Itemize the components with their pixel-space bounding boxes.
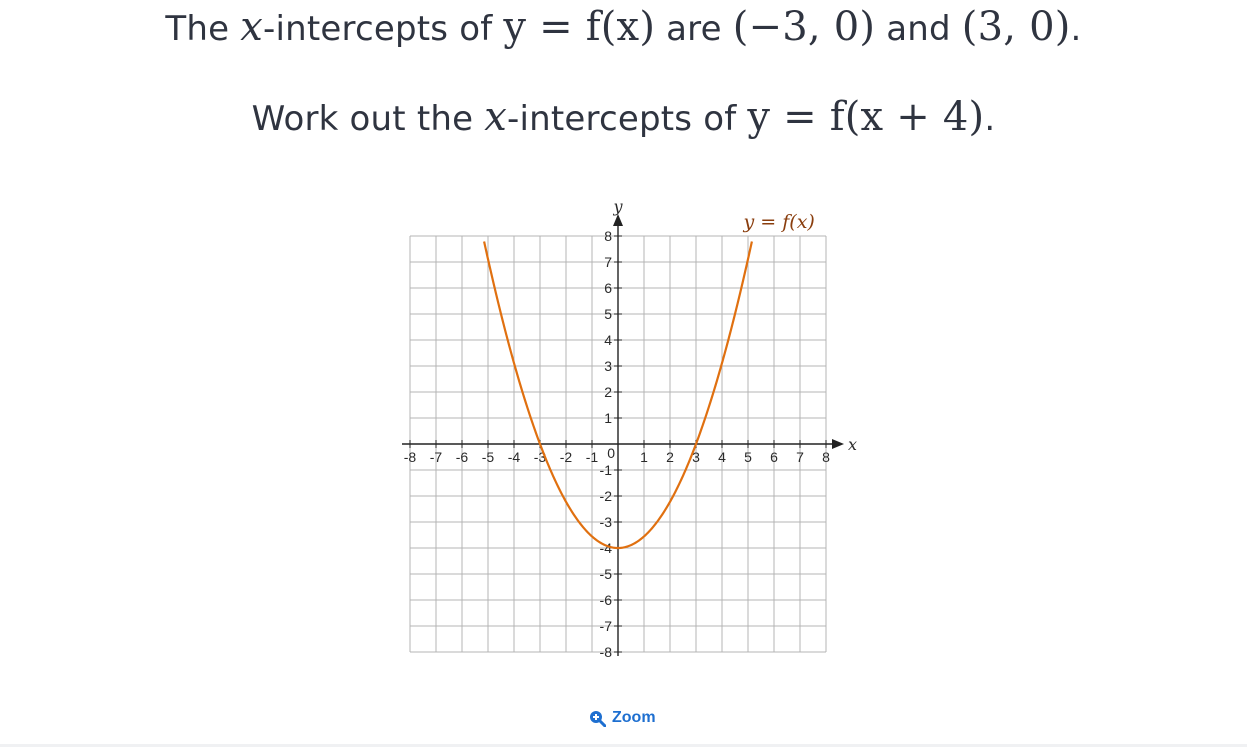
y-tick-label: -7 (600, 618, 613, 634)
text: -intercepts of (507, 99, 748, 139)
divider (0, 744, 1247, 747)
function-graph: -8 -7 -6 -5 -4 -3 -2 -1 1 2 3 4 5 6 7 887654321-1-2-3-4… (402, 197, 857, 660)
y-tick-label: -8 (600, 644, 613, 660)
y-tick-label: -2 (600, 488, 613, 504)
text: are (655, 9, 733, 49)
text: -intercepts of (263, 9, 504, 49)
math-equation: y = f(x) (503, 4, 656, 50)
x-tick-label: 2 (666, 449, 674, 465)
y-tick-label: 3 (604, 358, 612, 374)
math-var: x (240, 4, 264, 50)
text: . (984, 99, 996, 139)
x-tick-label: -6 (456, 449, 469, 465)
math-equation: y = f(x + 4) (747, 94, 985, 140)
zoom-in-icon (590, 710, 606, 727)
math-point: (−3, 0) (732, 4, 876, 50)
y-tick-label: 6 (604, 280, 612, 296)
x-tick-label: 7 (796, 449, 804, 465)
y-tick-label: -3 (600, 514, 613, 530)
x-tick-label: -4 (508, 449, 521, 465)
x-tick-label: -1 (586, 449, 599, 465)
x-tick-label: 4 (718, 449, 726, 465)
y-tick-label: 5 (604, 306, 612, 322)
y-tick-label: -6 (600, 592, 613, 608)
x-tick-label: 6 (770, 449, 778, 465)
y-tick-label: 2 (604, 384, 612, 400)
x-axis-label: x (848, 435, 857, 454)
y-axis-arrow (613, 214, 623, 226)
x-tick-label: -2 (560, 449, 573, 465)
x-tick-label: 1 (640, 449, 648, 465)
x-tick-label: -8 (404, 449, 417, 465)
x-axis-arrow (832, 439, 844, 449)
x-tick-label: 8 (822, 449, 830, 465)
y-tick-label: -5 (600, 566, 613, 582)
y-tick-label: 1 (604, 410, 612, 426)
y-tick-label: -1 (600, 462, 613, 478)
text: Work out the (251, 99, 485, 139)
x-tick-label: 5 (744, 449, 752, 465)
curve-label: y = f(x) (743, 211, 815, 233)
zoom-button[interactable]: Zoom (589, 706, 656, 730)
series-curve-f (483, 241, 753, 550)
x-tick-label: 3 (692, 449, 700, 465)
text: The (165, 9, 241, 49)
y-tick-label: 4 (604, 332, 612, 348)
y-tick-label: 8 (604, 228, 612, 244)
y-axis-label: y (612, 197, 623, 216)
y-tick-label: 7 (604, 254, 612, 270)
origin-label: 0 (607, 445, 615, 461)
zoom-label: Zoom (612, 709, 656, 726)
text: . (1070, 9, 1082, 49)
x-tick-label: -5 (482, 449, 495, 465)
math-point: (3, 0) (961, 4, 1071, 50)
question-line-1: The x-intercepts of y = f(x) are (−3, 0)… (0, 4, 1247, 50)
question-line-2: Work out the x-intercepts of y = f(x + 4… (0, 94, 1247, 140)
math-var: x (484, 94, 508, 140)
text: and (875, 9, 962, 49)
x-tick-label: -7 (430, 449, 443, 465)
